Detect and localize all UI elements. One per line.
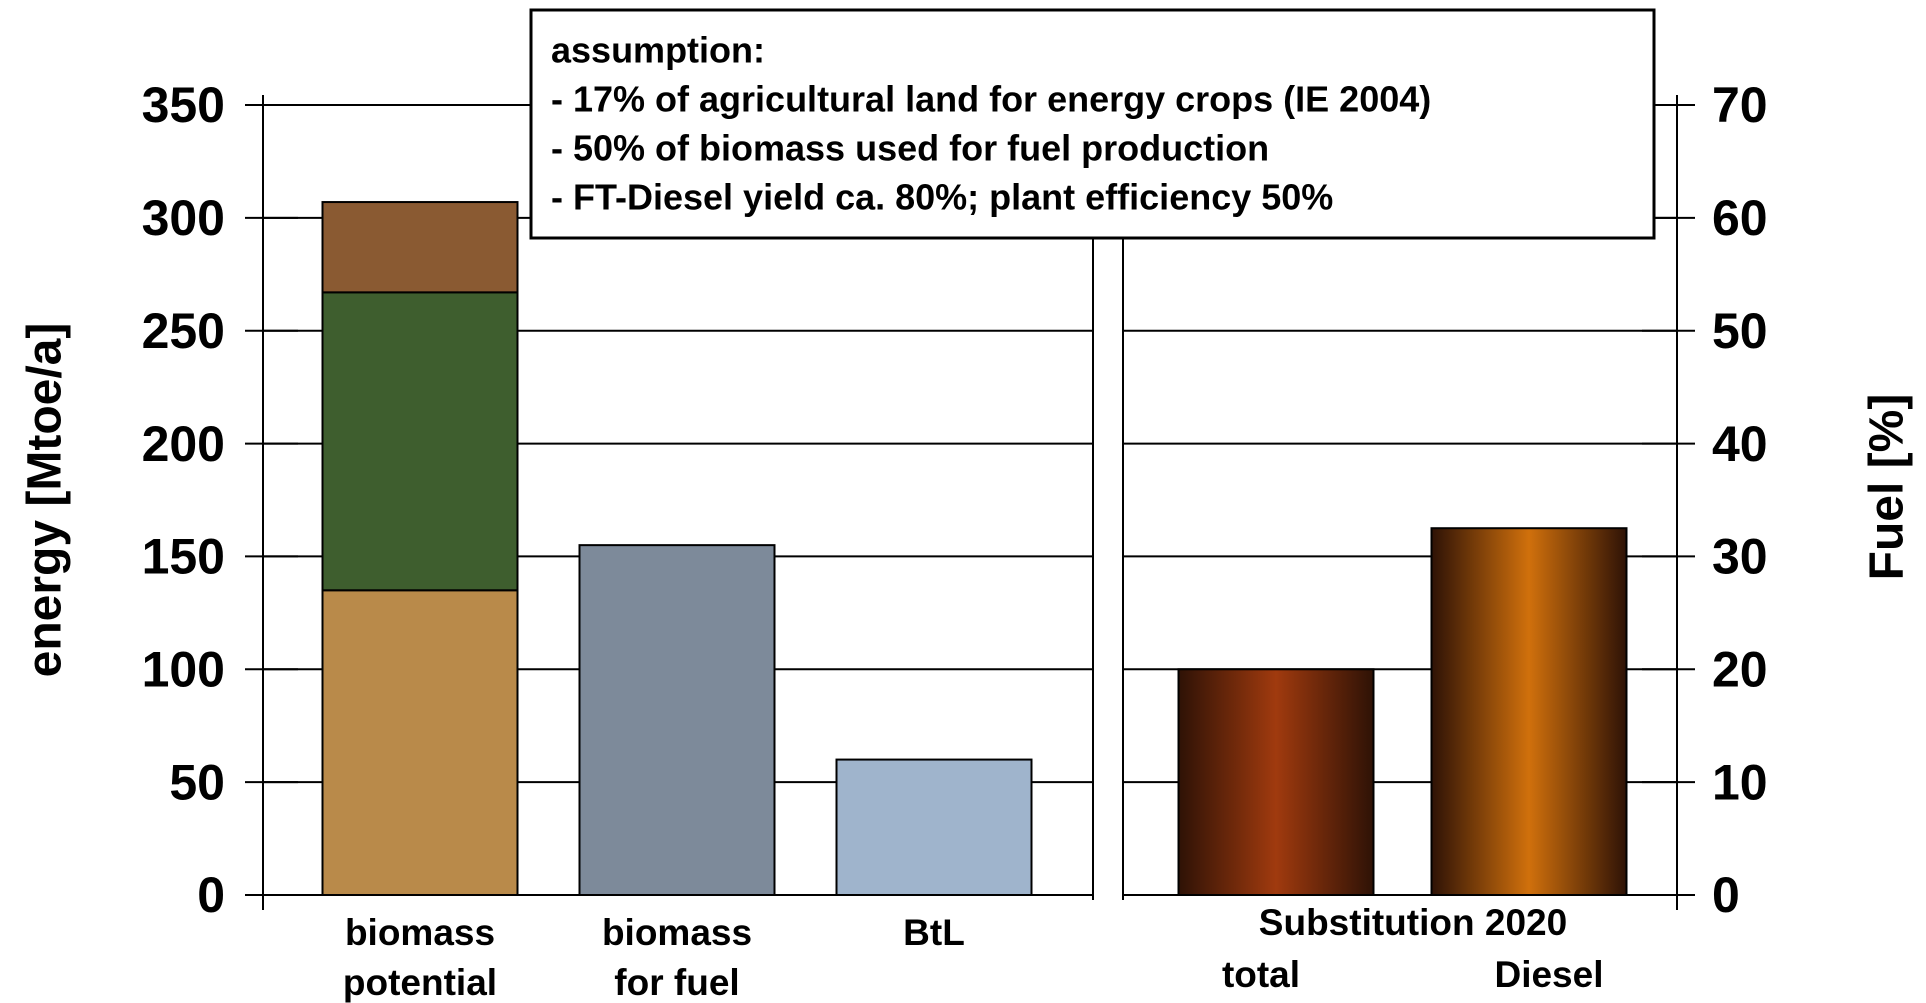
bar-segment [835,758,1033,896]
x-tick-label: biomass [345,912,495,953]
x-tick-label: total [1222,954,1300,995]
bar [1430,527,1628,896]
y-tick-label: 200 [142,416,225,472]
x-tick-label: Diesel [1494,954,1603,995]
y-axis-label: energy [Mtoe/a] [19,323,72,678]
x-tick-label: for fuel [614,962,739,1003]
y2-tick-label: 0 [1712,867,1740,923]
y-tick-label: 150 [142,529,225,585]
y2-tick-label: 20 [1712,641,1768,697]
y2-tick-label: 60 [1712,190,1768,246]
bar-segment [321,589,519,896]
y-tick-label: 0 [197,867,225,923]
y2-tick-label: 10 [1712,754,1768,810]
y2-tick-label: 50 [1712,303,1768,359]
annotation-line: - FT-Diesel yield ca. 80%; plant efficie… [551,177,1333,218]
annotation-line: assumption: [551,30,765,71]
annotation-line: - 17% of agricultural land for energy cr… [551,79,1431,120]
x-tick-label: potential [343,962,497,1003]
annotation-line: - 50% of biomass used for fuel productio… [551,128,1269,169]
y-tick-label: 300 [142,190,225,246]
bar-segment [321,201,519,294]
bar [1177,668,1375,896]
y-tick-label: 350 [142,77,225,133]
bar-segment [578,544,776,897]
y2-tick-label: 40 [1712,416,1768,472]
bar-segment [321,291,519,592]
group-label: Substitution 2020 [1259,902,1567,943]
x-tick-label: biomass [602,912,752,953]
y2-tick-label: 70 [1712,77,1768,133]
y2-axis-label: Fuel [%] [1861,394,1914,581]
annotation-box [529,8,1656,240]
y-tick-label: 50 [169,754,225,810]
y-tick-label: 100 [142,641,225,697]
x-tick-label: BtL [903,912,965,953]
y-tick-label: 250 [142,303,225,359]
y2-tick-label: 30 [1712,529,1768,585]
